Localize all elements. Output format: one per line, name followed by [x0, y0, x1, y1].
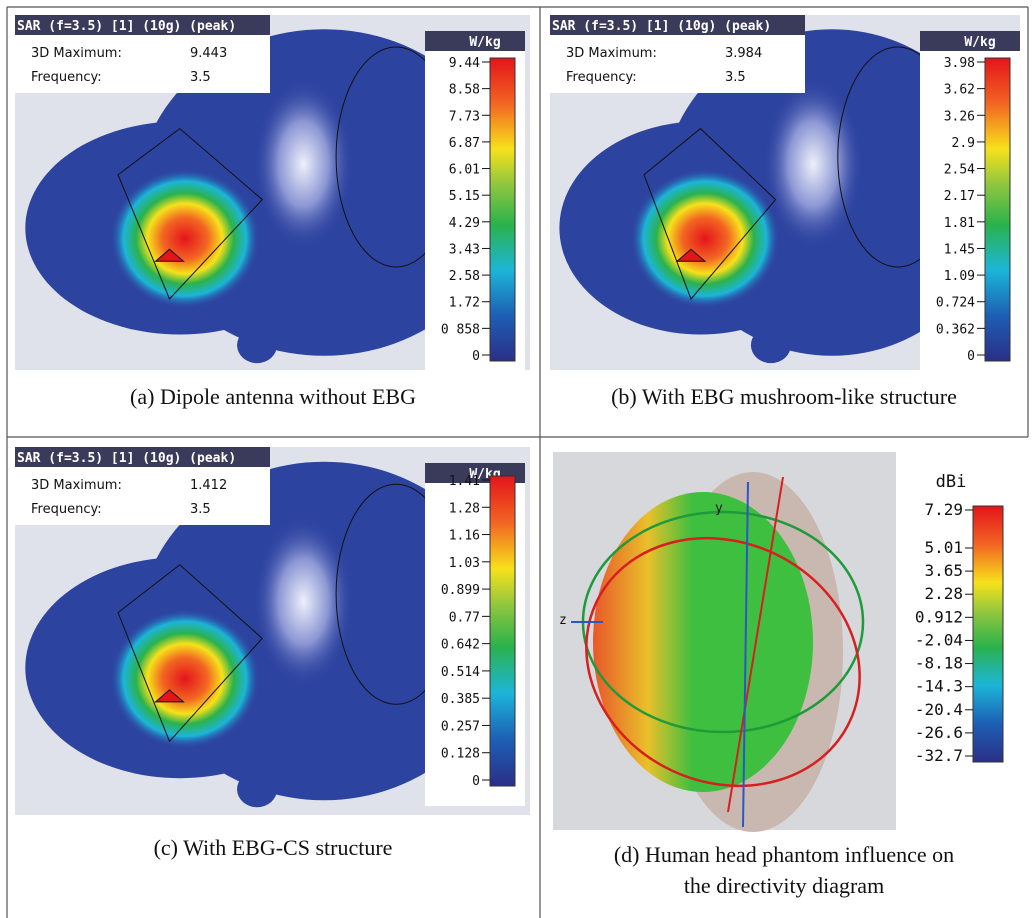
freq-value: 3.5	[190, 502, 211, 517]
scale-label: 5.01	[924, 538, 963, 557]
scale-label: 0.385	[441, 692, 480, 707]
caption: (a) Dipole antenna without EBG	[130, 384, 416, 409]
caption: the directivity diagram	[684, 873, 884, 898]
unit: dBi	[936, 472, 967, 492]
scale-label: -14.3	[915, 677, 963, 696]
scale-label: 0.724	[936, 296, 975, 311]
colorbar	[985, 58, 1010, 361]
scale-label: 9.44	[449, 56, 480, 71]
scale-label: 0 858	[441, 322, 480, 337]
scale-label: 1.41	[449, 474, 480, 489]
scale-label: 1.03	[449, 556, 480, 571]
sar-hotspot	[110, 609, 260, 749]
header-title: SAR (f=3.5) [1] (10g) (peak)	[17, 451, 236, 466]
neck	[237, 771, 277, 807]
freq-value: 3.5	[725, 70, 746, 85]
scale-label: 0.912	[915, 607, 963, 626]
caption: (c) With EBG-CS structure	[154, 835, 393, 860]
panel: SAR (f=3.5) [1] (10g) (peak) 3D Maximum: 9…	[15, 15, 530, 381]
scale-label: 2.28	[924, 584, 963, 603]
scale-label: -2.04	[915, 630, 963, 649]
figure: SAR (f=3.5) [1] (10g) (peak) 3D Maximum: 9…	[0, 0, 1036, 918]
axis-label: z	[559, 613, 567, 628]
panel: z y dBi 7.29 5.01 3.65 2.28 0.912 -2.04 -8.18 -14.…	[545, 452, 1016, 832]
scale-label: 6.87	[449, 136, 480, 151]
scale-label: 0.128	[441, 747, 480, 762]
sar-hotspot	[110, 169, 260, 309]
shine	[253, 517, 353, 687]
max-value: 3.984	[725, 46, 762, 61]
scale-label: 3.65	[924, 561, 963, 580]
scale-label: 0.642	[441, 638, 480, 653]
scale-label: 0.77	[449, 610, 480, 625]
scale-label: 1.45	[944, 242, 975, 257]
max-label: 3D Maximum:	[31, 478, 122, 493]
scale-label: 6.01	[449, 163, 480, 178]
freq-label: Frequency:	[566, 70, 637, 85]
freq-label: Frequency:	[31, 70, 102, 85]
freq-value: 3.5	[190, 70, 211, 85]
scale-label: 1.81	[944, 216, 975, 231]
max-label: 3D Maximum:	[566, 46, 657, 61]
panel: SAR (f=3.5) [1] (10g) (peak) 3D Maximum: 3…	[550, 15, 1020, 381]
max-label: 3D Maximum:	[31, 46, 122, 61]
scale-label: 0.362	[936, 322, 975, 337]
scale-label: 8.58	[449, 83, 480, 98]
scale-label: -26.6	[915, 723, 963, 742]
header-title: SAR (f=3.5) [1] (10g) (peak)	[552, 19, 771, 34]
header-title: SAR (f=3.5) [1] (10g) (peak)	[17, 19, 236, 34]
max-value: 1.412	[190, 478, 227, 493]
scale-label: 4.29	[449, 216, 480, 231]
scale-label: 0.899	[441, 583, 480, 598]
scale-label: 3.98	[944, 56, 975, 71]
scale-label: 3.62	[944, 83, 975, 98]
axis-label: y	[715, 501, 723, 516]
scale-label: 1.09	[944, 269, 975, 284]
scale-label: 1.72	[449, 296, 480, 311]
scale-label: 0	[472, 774, 480, 789]
scale-label: 0.257	[441, 719, 480, 734]
caption: (b) With EBG mushroom-like structure	[611, 384, 957, 409]
panel: SAR (f=3.5) [1] (10g) (peak) 3D Maximum: 1…	[15, 447, 530, 815]
scale-label: 1.16	[449, 529, 480, 544]
colorbar	[973, 506, 1003, 762]
scale-label: -32.7	[915, 746, 963, 765]
caption: (d) Human head phantom influence on	[614, 842, 954, 867]
scale-label: -8.18	[915, 654, 963, 673]
scale-label: 2.54	[944, 163, 975, 178]
shine	[253, 79, 353, 249]
unit: W/kg	[469, 35, 500, 50]
scale-label: 2.17	[944, 189, 975, 204]
sar-hotspot	[630, 169, 780, 309]
colorbar	[490, 58, 515, 361]
unit: W/kg	[964, 35, 995, 50]
scale-label: 1.28	[449, 501, 480, 516]
scale-label: 7.73	[449, 109, 480, 124]
scale-label: 0	[472, 349, 480, 364]
freq-label: Frequency:	[31, 502, 102, 517]
scale-label: 0.514	[441, 665, 480, 680]
max-value: 9.443	[190, 46, 227, 61]
scale-label: 3.26	[944, 109, 975, 124]
scale-label: 2.9	[952, 136, 975, 151]
scale-label: 3.43	[449, 242, 480, 257]
neck	[237, 327, 277, 363]
scale-label: 0	[967, 349, 975, 364]
scale-label: 5.15	[449, 189, 480, 204]
colorbar	[490, 476, 515, 786]
scale-label: 7.29	[924, 500, 963, 519]
scale-label: 2.58	[449, 269, 480, 284]
scale-label: -20.4	[915, 700, 963, 719]
neck	[751, 327, 791, 363]
